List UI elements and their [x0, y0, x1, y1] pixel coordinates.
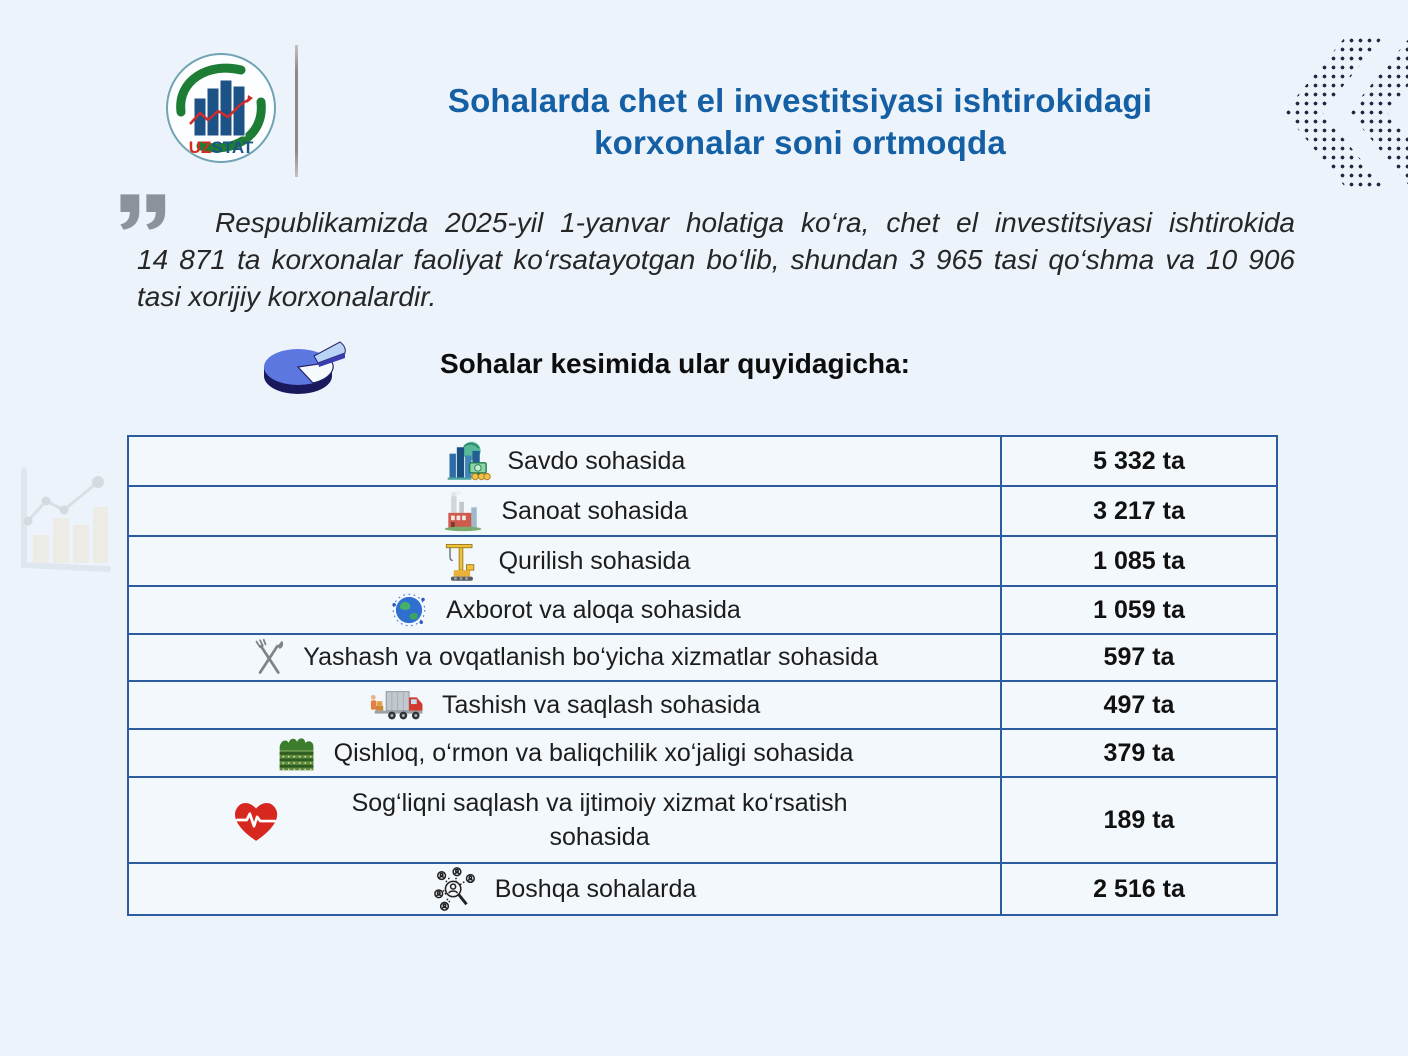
crane-icon	[439, 539, 483, 583]
sector-label: Yashash va ovqatlanish bo‘yicha xizmatla…	[303, 643, 879, 671]
page-title-line1: Sohalarda chet el investitsiyasi ishtiro…	[447, 82, 1153, 119]
sector-value: 379 ta	[1103, 738, 1175, 767]
truck-icon	[369, 684, 426, 726]
sector-label: Sog‘liqni saqlash va ijtimoiy xizmat ko‘…	[351, 789, 848, 851]
table-row: Sog‘liqni saqlash va ijtimoiy xizmat ko‘…	[129, 778, 1276, 864]
watermark-chart-icon	[12, 455, 112, 585]
table-row: Qishloq, o‘rmon va baliqchilik xo‘jaligi…	[129, 730, 1276, 778]
logo-stat-text: STAT	[211, 138, 253, 157]
sector-value: 597 ta	[1103, 643, 1175, 671]
sector-label-cell: Qurilish sohasida	[129, 537, 1002, 585]
sector-label: Tashish va saqlash sohasida	[442, 690, 761, 719]
table-row: Qurilish sohasida 1 085 ta	[129, 537, 1276, 587]
sector-value: 3 217 ta	[1093, 496, 1185, 525]
sector-label-cell: Qishloq, o‘rmon va baliqchilik xo‘jaligi…	[129, 730, 1002, 776]
sector-label-cell: Sog‘liqni saqlash va ijtimoiy xizmat ko‘…	[129, 778, 1002, 862]
globe-icon	[388, 589, 430, 631]
sector-label-cell: Yashash va ovqatlanish bo‘yicha xizmatla…	[129, 635, 1002, 680]
uzstat-logo-graphic: UZSTAT	[166, 53, 276, 163]
factory-icon	[441, 489, 485, 533]
table-row: Tashish va saqlash sohasida 497 ta	[129, 682, 1276, 730]
farm-icon	[276, 732, 318, 774]
logo-uz-text: UZ	[189, 138, 212, 157]
intro-paragraph: Respublikamizda 2025-yil 1-yanvar holati…	[137, 207, 1295, 312]
sector-label-cell: Tashish va saqlash sohasida	[129, 682, 1002, 728]
table-row: Savdo sohasida 5 332 ta	[129, 437, 1276, 487]
sector-label: Savdo sohasida	[507, 446, 686, 475]
table-row: Sanoat sohasida 3 217 ta	[129, 487, 1276, 537]
sector-value: 497 ta	[1103, 690, 1175, 719]
page-title-line2: korxonalar soni ortmoqda	[594, 124, 1006, 161]
sector-label-cell: Sanoat sohasida	[129, 487, 1002, 535]
sector-value: 1 085 ta	[1093, 546, 1185, 575]
sector-label-cell: Savdo sohasida	[129, 437, 1002, 485]
heart-pulse-icon	[229, 795, 283, 845]
sector-label-cell: Axborot va aloqa sohasida	[129, 587, 1002, 633]
table-row: Axborot va aloqa sohasida 1 059 ta	[129, 587, 1276, 635]
page-title: Sohalarda chet el investitsiyasi ishtiro…	[330, 80, 1270, 164]
sector-label: Axborot va aloqa sohasida	[446, 595, 741, 624]
sector-label: Qishloq, o‘rmon va baliqchilik xo‘jaligi…	[333, 738, 854, 767]
quote-mark-icon	[118, 192, 170, 237]
sector-value: 2 516 ta	[1093, 874, 1185, 903]
uzstat-logo: UZSTAT	[163, 50, 279, 166]
table-heading: Sohalar kesimida ular quyidagicha:	[440, 348, 910, 379]
table-row: Yashash va ovqatlanish bo‘yicha xizmatla…	[129, 635, 1276, 682]
trade-city-icon	[444, 439, 492, 483]
sector-table: Savdo sohasida 5 332 ta Sanoat sohasida 3 2…	[127, 435, 1278, 916]
pie-chart-icon	[256, 334, 348, 409]
cutlery-icon	[251, 638, 287, 678]
sector-value: 189 ta	[1103, 805, 1175, 834]
header-divider	[295, 45, 298, 177]
people-network-icon	[433, 866, 479, 912]
sector-label-cell: Boshqa sohalarda	[129, 864, 1002, 914]
sector-label: Qurilish sohasida	[498, 546, 691, 575]
sector-label: Boshqa sohalarda	[494, 874, 697, 903]
sector-label: Sanoat sohasida	[501, 496, 688, 525]
svg-text:UZSTAT: UZSTAT	[189, 138, 254, 157]
sector-value: 1 059 ta	[1093, 595, 1185, 624]
table-row: Boshqa sohalarda 2 516 ta	[129, 864, 1276, 914]
sector-value: 5 332 ta	[1093, 446, 1185, 475]
